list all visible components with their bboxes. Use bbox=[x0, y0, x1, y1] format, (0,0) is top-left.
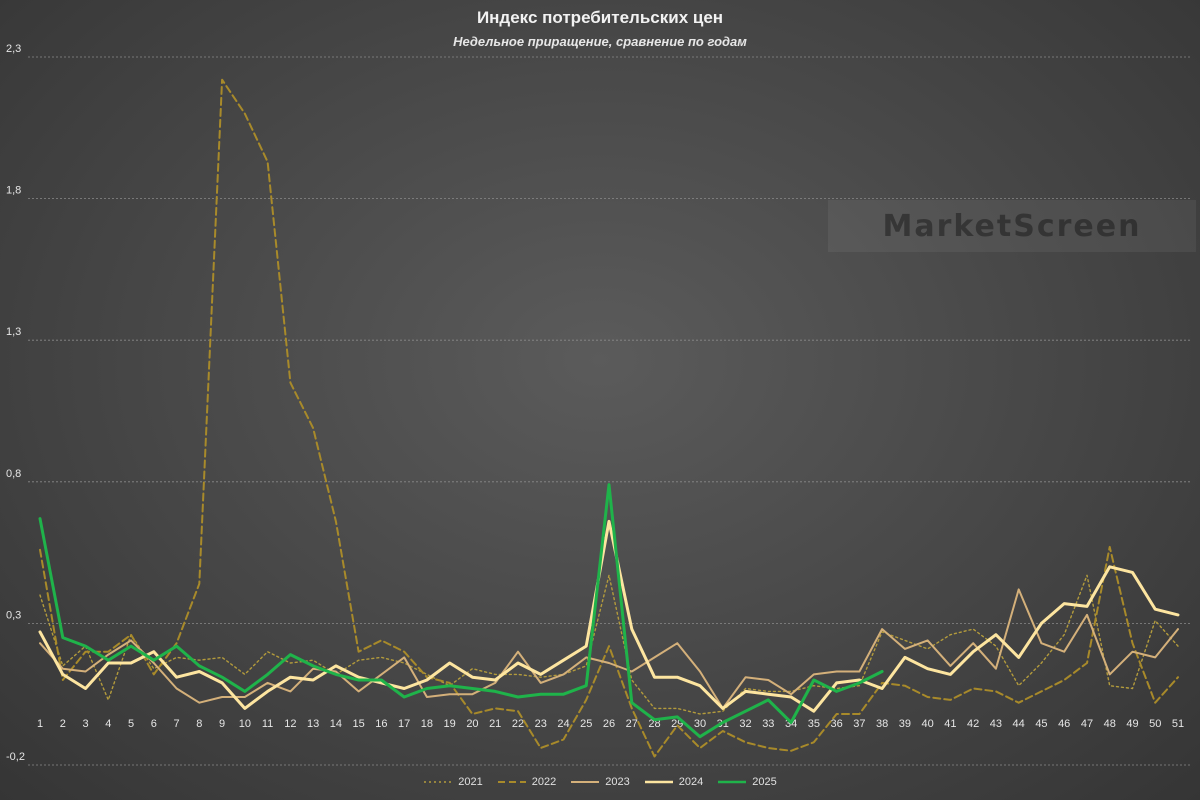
x-tick-label: 5 bbox=[128, 718, 134, 730]
series-line-2022 bbox=[39, 78, 1179, 758]
legend-swatch bbox=[644, 780, 673, 784]
x-tick-label: 44 bbox=[1013, 718, 1025, 730]
x-tick-label: 10 bbox=[239, 718, 251, 730]
y-tick-label: 1,8 bbox=[6, 185, 21, 197]
x-tick-label: 8 bbox=[196, 718, 202, 730]
x-tick-label: 25 bbox=[580, 718, 592, 730]
x-tick-label: 27 bbox=[626, 718, 638, 730]
legend-swatch bbox=[571, 781, 600, 783]
x-tick-label: 41 bbox=[944, 718, 956, 730]
x-tick-label: 7 bbox=[173, 718, 179, 730]
y-tick-label: 1,3 bbox=[6, 326, 21, 338]
legend-swatch bbox=[497, 781, 526, 783]
x-tick-label: 18 bbox=[421, 718, 433, 730]
x-tick-label: 36 bbox=[830, 718, 842, 730]
x-tick-label: 48 bbox=[1104, 718, 1116, 730]
y-tick-label: -0,2 bbox=[6, 751, 25, 763]
x-tick-label: 46 bbox=[1058, 718, 1070, 730]
x-tick-label: 6 bbox=[151, 718, 157, 730]
x-tick-label: 26 bbox=[603, 718, 615, 730]
y-tick-label: 0,8 bbox=[6, 468, 21, 480]
x-tick-label: 9 bbox=[219, 718, 225, 730]
x-tick-label: 12 bbox=[284, 718, 296, 730]
x-tick-label: 17 bbox=[398, 718, 410, 730]
x-tick-label: 49 bbox=[1126, 718, 1138, 730]
x-tick-label: 21 bbox=[489, 718, 501, 730]
legend-swatch bbox=[424, 781, 453, 783]
x-tick-label: 16 bbox=[375, 718, 387, 730]
x-tick-label: 22 bbox=[512, 718, 524, 730]
x-tick-label: 50 bbox=[1149, 718, 1161, 730]
y-tick-label: 2,3 bbox=[6, 43, 21, 55]
legend-item-2021: 2021 bbox=[423, 776, 483, 788]
x-tick-label: 39 bbox=[899, 718, 911, 730]
series-line-2021 bbox=[39, 574, 1179, 715]
legend-swatch bbox=[718, 780, 747, 784]
x-tick-label: 47 bbox=[1081, 718, 1093, 730]
x-tick-label: 35 bbox=[808, 718, 820, 730]
x-tick-label: 43 bbox=[990, 718, 1002, 730]
legend-label: 2024 bbox=[678, 776, 704, 788]
chart-title: Индекс потребительских цен bbox=[476, 8, 724, 27]
x-tick-label: 19 bbox=[444, 718, 456, 730]
legend-item-2024: 2024 bbox=[644, 776, 703, 788]
x-tick-label: 32 bbox=[739, 718, 751, 730]
x-tick-label: 42 bbox=[967, 718, 979, 730]
x-tick-label: 1 bbox=[37, 718, 43, 730]
series-line-2025 bbox=[38, 483, 884, 739]
y-tick-label: 0,3 bbox=[6, 609, 21, 621]
legend-item-2022: 2022 bbox=[497, 776, 556, 788]
x-tick-label: 30 bbox=[694, 718, 706, 730]
series-line-2023 bbox=[39, 588, 1179, 710]
x-tick-label: 37 bbox=[853, 718, 865, 730]
legend-item-2025: 2025 bbox=[717, 776, 777, 788]
legend-label: 2025 bbox=[752, 776, 777, 788]
x-tick-label: 14 bbox=[330, 718, 342, 730]
x-tick-label: 11 bbox=[262, 718, 273, 730]
x-tick-label: 38 bbox=[876, 718, 888, 730]
x-tick-label: 28 bbox=[648, 718, 660, 730]
x-tick-label: 3 bbox=[82, 718, 88, 730]
x-tick-label: 13 bbox=[307, 718, 319, 730]
x-tick-label: 23 bbox=[535, 718, 547, 730]
x-tick-label: 40 bbox=[922, 718, 934, 730]
legend-label: 2023 bbox=[605, 776, 630, 788]
x-tick-label: 33 bbox=[762, 718, 774, 730]
legend: 2021 2022 2023 2024 2025 bbox=[0, 776, 1200, 788]
legend-label: 2021 bbox=[458, 776, 483, 788]
watermark: MarketScreen bbox=[828, 200, 1196, 252]
x-tick-label: 4 bbox=[105, 718, 111, 730]
legend-label: 2022 bbox=[531, 776, 557, 788]
x-tick-label: 45 bbox=[1035, 718, 1047, 730]
series-line-2024 bbox=[38, 519, 1180, 713]
legend-item-2023: 2023 bbox=[570, 776, 630, 788]
x-tick-label: 2 bbox=[60, 718, 66, 730]
chart-subtitle: Недельное приращение, сравнение по годам bbox=[453, 34, 747, 49]
x-tick-label: 20 bbox=[466, 718, 478, 730]
x-tick-label: 24 bbox=[557, 718, 569, 730]
x-tick-label: 15 bbox=[353, 718, 365, 730]
x-tick-label: 51 bbox=[1172, 718, 1184, 730]
